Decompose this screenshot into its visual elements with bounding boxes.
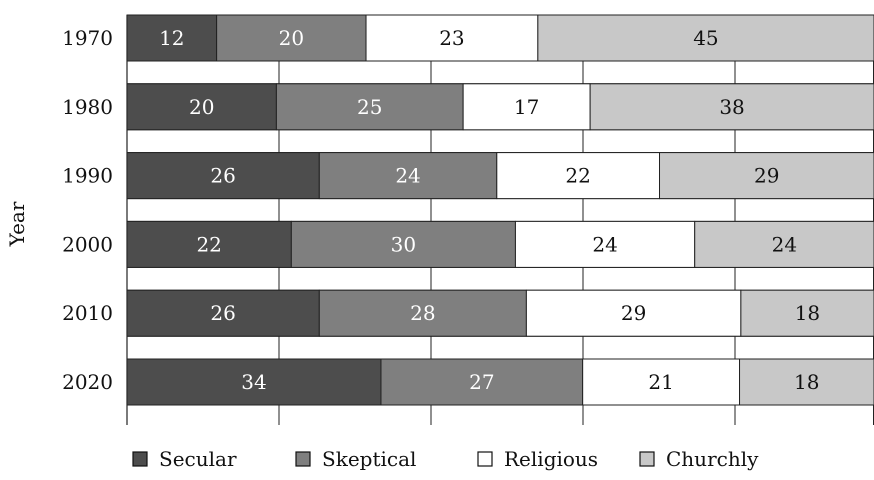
data-label: 26: [210, 301, 235, 325]
legend-label-religious: Religious: [504, 447, 598, 471]
bar-segment-religious-1980: [462, 83, 591, 131]
bar-segment-churchly-1970: [537, 14, 874, 62]
bars: [126, 14, 874, 406]
bar-segment-secular-1980: [126, 83, 277, 131]
data-label: 24: [772, 232, 797, 256]
bar-segment-religious-2010: [525, 289, 742, 337]
category-tick-label: 1980: [62, 95, 113, 119]
bar-segment-religious-1990: [496, 152, 661, 200]
bar-segment-skeptical-2010: [318, 289, 527, 337]
legend-swatch-secular: [132, 451, 148, 467]
data-label: 21: [648, 370, 673, 394]
bar-segment-churchly-2020: [739, 358, 874, 406]
data-label: 18: [794, 370, 819, 394]
data-labels: 12 20 23 45 20 25 17 38 26 24 22 29 22 30 24 24 26 28 29 18…: [159, 26, 820, 394]
category-tick-label: 2000: [62, 232, 113, 256]
data-label: 17: [514, 95, 539, 119]
y-axis-label: Year: [5, 201, 29, 247]
data-label: 38: [719, 95, 744, 119]
bar-segment-churchly-1990: [659, 152, 874, 200]
data-label: 27: [469, 370, 494, 394]
legend-label-secular: Secular: [159, 447, 237, 471]
data-label: 20: [279, 26, 304, 50]
bar-segment-skeptical-1990: [318, 152, 498, 200]
bar-segment-secular-2020: [126, 358, 382, 406]
data-label: 34: [241, 370, 266, 394]
data-label: 30: [391, 232, 416, 256]
bar-segment-religious-1970: [365, 14, 539, 62]
bar-segment-secular-2010: [126, 289, 320, 337]
data-label: 22: [565, 164, 590, 188]
data-label: 18: [795, 301, 820, 325]
data-label: 20: [189, 95, 214, 119]
legend-label-skeptical: Skeptical: [322, 447, 416, 471]
category-tick-label: 1970: [62, 26, 113, 50]
bar-segment-religious-2020: [582, 358, 741, 406]
legend-swatch-skeptical: [295, 451, 311, 467]
data-label: 22: [196, 232, 221, 256]
legend-swatch-churchly: [639, 451, 655, 467]
legend: Secular Skeptical Religious Churchly: [132, 447, 759, 471]
bar-segment-skeptical-2020: [380, 358, 584, 406]
category-tick-label: 1990: [62, 164, 113, 188]
bar-segment-skeptical-2000: [290, 220, 516, 268]
data-label: 24: [395, 164, 420, 188]
data-label: 45: [693, 26, 718, 50]
legend-swatch-religious: [477, 451, 493, 467]
data-label: 29: [621, 301, 646, 325]
bar-segment-skeptical-1970: [216, 14, 367, 62]
bar-segment-skeptical-1980: [275, 83, 464, 131]
category-tick-label: 2010: [62, 301, 113, 325]
bar-segment-religious-2000: [514, 220, 696, 268]
data-label: 26: [210, 164, 235, 188]
data-label: 12: [159, 26, 184, 50]
bar-segment-churchly-1980: [589, 83, 874, 131]
data-label: 23: [439, 26, 464, 50]
data-label: 25: [357, 95, 382, 119]
bar-segment-secular-1970: [126, 14, 218, 62]
bar-segment-churchly-2010: [740, 289, 874, 337]
category-tick-labels: 1970 1980 1990 2000 2010 2020: [62, 26, 113, 394]
bar-segment-secular-1990: [126, 152, 320, 200]
bar-segment-secular-2000: [126, 220, 292, 268]
data-label: 24: [592, 232, 617, 256]
category-tick-label: 2020: [62, 370, 113, 394]
data-label: 29: [754, 164, 779, 188]
data-label: 28: [410, 301, 435, 325]
legend-label-churchly: Churchly: [666, 447, 759, 471]
